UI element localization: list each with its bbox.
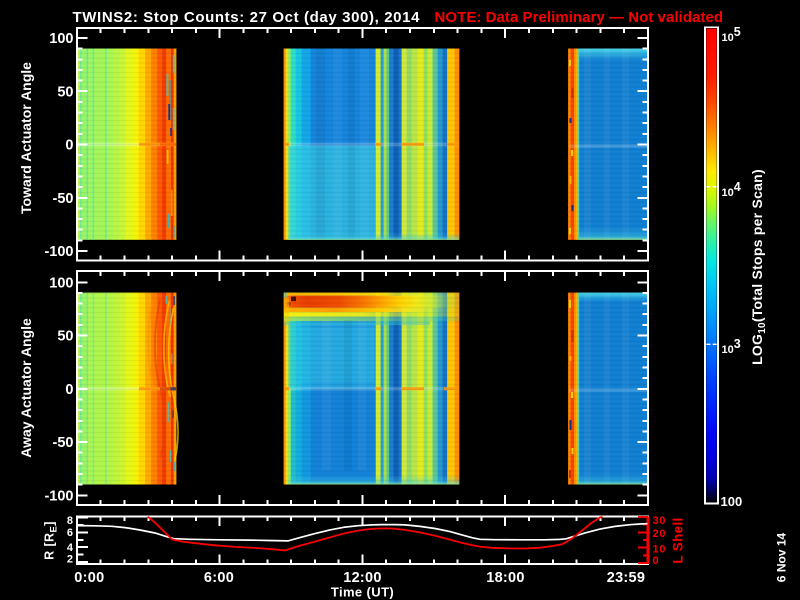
svg-text:30: 30: [653, 515, 667, 527]
svg-text:6: 6: [67, 527, 73, 539]
svg-text:NOTE: Data Preliminary — Not v: NOTE: Data Preliminary — Not validated: [435, 9, 724, 26]
svg-text:6:00: 6:00: [204, 570, 234, 586]
svg-text:12:00: 12:00: [343, 570, 382, 586]
svg-text:0: 0: [65, 138, 73, 154]
svg-text:-50: -50: [53, 435, 74, 451]
svg-text:100: 100: [49, 31, 73, 47]
svg-text:20: 20: [653, 528, 667, 540]
svg-text:2: 2: [67, 553, 73, 565]
svg-text:8: 8: [67, 515, 73, 527]
svg-text:Away Actuator Angle: Away Actuator Angle: [18, 318, 34, 458]
svg-text:0: 0: [653, 555, 660, 567]
svg-text:L Shell: L Shell: [671, 517, 686, 563]
svg-text:50: 50: [57, 84, 73, 100]
svg-text:50: 50: [57, 329, 73, 345]
svg-text:100: 100: [721, 494, 743, 509]
svg-text:Time (UT): Time (UT): [331, 584, 394, 599]
svg-text:4: 4: [67, 542, 74, 554]
svg-text:10: 10: [653, 544, 667, 556]
svg-text:18:00: 18:00: [486, 570, 525, 586]
svg-text:Toward Actuator Angle: Toward Actuator Angle: [18, 62, 34, 214]
svg-text:23:59: 23:59: [607, 570, 646, 586]
svg-text:LOG10(Total Stops per Scan): LOG10(Total Stops per Scan): [749, 169, 768, 365]
svg-text:TWINS2: Stop Counts: 27 Oct (d: TWINS2: Stop Counts: 27 Oct (day 300), 2…: [73, 9, 421, 26]
svg-text:-100: -100: [44, 488, 73, 504]
svg-text:0: 0: [65, 382, 73, 398]
svg-text:0:00: 0:00: [74, 570, 104, 586]
svg-text:100: 100: [49, 275, 73, 291]
svg-text:-50: -50: [53, 191, 74, 207]
svg-text:6 Nov 14: 6 Nov 14: [775, 532, 789, 582]
svg-text:-100: -100: [44, 244, 73, 260]
